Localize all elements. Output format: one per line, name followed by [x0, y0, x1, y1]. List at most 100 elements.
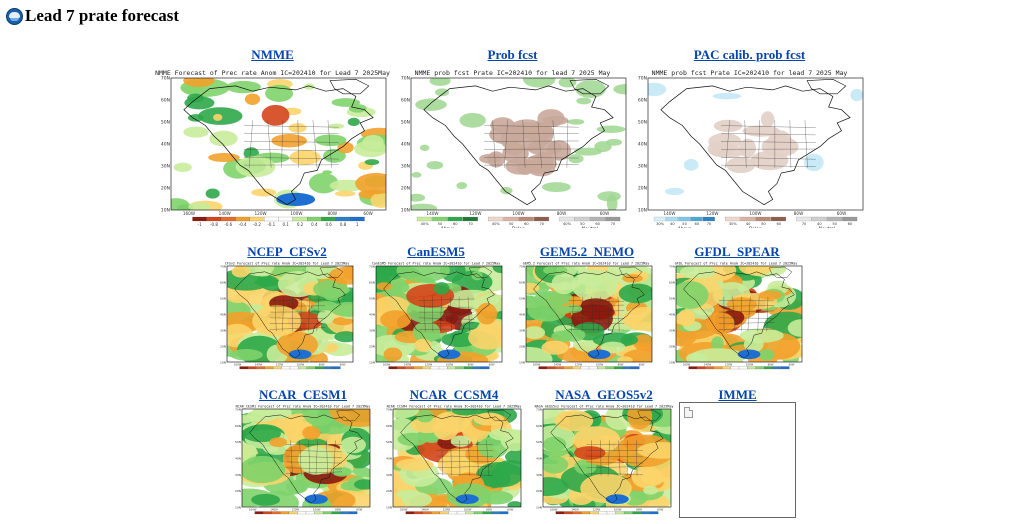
legend-label: 40: [817, 222, 822, 226]
legend-swatch: [413, 366, 423, 370]
legend-swatch: [755, 216, 771, 222]
lat-label: 60N: [519, 281, 525, 285]
lat-label: 60N: [161, 98, 170, 104]
lon-label: 120W: [425, 363, 433, 367]
lon-label: 80W: [319, 363, 325, 367]
plot-ncep-cfsv2[interactable]: CFSv2 Forecast of Prec rate Anom IC=2024…: [217, 260, 357, 372]
plot-caption: CanESM5 Forecast of Prec rate Anom IC=20…: [372, 262, 501, 266]
lon-label: 80W: [328, 211, 337, 216]
link-ncar-cesm1[interactable]: NCAR_CESM1: [258, 387, 348, 402]
lat-label: 70N: [401, 76, 410, 82]
link-ncar-ccsm4[interactable]: NCAR_CCSM4: [409, 387, 499, 402]
link-pac-calib-prob-fcst[interactable]: PAC calib. prob fcst: [693, 47, 806, 62]
lat-label: 10N: [536, 506, 542, 510]
link-nmme[interactable]: NMME: [251, 47, 294, 62]
legend-swatch: [465, 511, 475, 515]
lat-label: 60N: [536, 424, 542, 428]
legend-label: 40: [670, 222, 675, 226]
legend-swatch: [533, 216, 549, 222]
lon-label: 140W: [255, 363, 263, 367]
plot-prob-fcst[interactable]: NMME prob fcst Prate IC=202410 for lead …: [395, 68, 630, 228]
legend-swatch: [666, 216, 679, 222]
plot-pac-calib-prob-fcst[interactable]: NMME prob fcst Prate IC=202410 for lead …: [632, 68, 867, 228]
lon-label: 140W: [571, 508, 579, 512]
lat-label: 40N: [519, 313, 525, 317]
lon-label: 80W: [618, 363, 624, 367]
legend-swatch: [239, 366, 249, 370]
panel-cfsv2: NCEP_CFSv2 CFSv2 Forecast of Prec rate A…: [217, 244, 357, 372]
lon-label: 80W: [794, 211, 803, 216]
panel-nmme: NMME NMME Forecast of Prec rate Anom IC=…: [155, 47, 390, 228]
legend-swatch: [605, 366, 615, 370]
legend-label: 0.2: [297, 222, 304, 227]
legend-label: 70: [707, 222, 712, 226]
lon-label: 60W: [600, 211, 609, 216]
link-ncep-cfsv2[interactable]: NCEP_CFSv2: [247, 244, 327, 259]
lat-label: 60N: [386, 424, 392, 428]
lon-label: 60W: [507, 508, 513, 512]
lon-label: 140W: [404, 363, 412, 367]
lon-label: 120W: [255, 211, 267, 216]
plot-canesm5[interactable]: CanESM5 Forecast of Prec rate Anom IC=20…: [366, 260, 506, 372]
lat-label: 70N: [220, 265, 226, 269]
legend-swatch: [605, 216, 621, 222]
legend-swatch: [249, 216, 265, 222]
lat-label: 10N: [519, 361, 525, 365]
lat-label: 70N: [369, 265, 375, 269]
plot-ncar-ccsm4[interactable]: NCAR_CCSM4 Forecast of Prec rate Anom IC…: [383, 403, 525, 517]
plot-ncar-cesm1[interactable]: NCAR_CESM1 Forecast of Prec rate Anom IC…: [232, 403, 374, 517]
lat-label: 70N: [519, 265, 525, 269]
link-prob-fcst[interactable]: Prob fcst: [487, 47, 538, 62]
plot-nasa-geos5v2[interactable]: NASA GEOS5v2 Forecast of Prec rate Anom …: [533, 403, 675, 517]
lon-label: 80W: [768, 363, 774, 367]
link-nasa-geos5v2[interactable]: NASA_GEOS5v2: [555, 387, 653, 402]
lon-label: 140W: [663, 211, 675, 216]
plot-gem52-nemo[interactable]: GEM5.2 Forecast of Prec rate Anom IC=202…: [516, 260, 656, 372]
legend-swatch: [192, 216, 207, 222]
legend-swatch: [690, 216, 703, 222]
lon-label: 100W: [512, 211, 524, 216]
imme-image-placeholder[interactable]: [679, 402, 796, 518]
legend-swatch: [614, 366, 623, 370]
lat-label: 60N: [235, 424, 241, 428]
legend-swatch: [422, 511, 432, 515]
lat-label: 60N: [369, 281, 375, 285]
legend-group-label: Above: [441, 226, 455, 228]
lon-label: 160W: [234, 363, 242, 367]
lon-label: 120W: [593, 508, 601, 512]
link-gfdl-spear[interactable]: GFDL_SPEAR: [694, 244, 780, 259]
legend-swatch: [221, 216, 236, 222]
legend-label: -0.8: [210, 222, 218, 227]
legend-label: 60: [776, 222, 781, 226]
lon-label: 80W: [486, 508, 492, 512]
lat-label: 40N: [220, 313, 226, 317]
plot-nmme[interactable]: NMME Forecast of Prec rate Anom IC=20241…: [155, 68, 390, 228]
legend-swatch: [263, 511, 272, 515]
lon-label: 60W: [789, 363, 795, 367]
link-gem52-nemo[interactable]: GEM5.2_NEMO: [539, 244, 635, 259]
lon-label: 100W: [313, 508, 321, 512]
lon-label: 160W: [550, 508, 558, 512]
lat-label: 50N: [220, 297, 226, 301]
lat-label: 10N: [161, 208, 170, 214]
legend-label: 0.4: [311, 222, 318, 227]
lon-label: 160W: [383, 363, 391, 367]
legend-swatch: [322, 511, 332, 515]
lat-label: 50N: [536, 440, 542, 444]
lon-label: 100W: [464, 508, 472, 512]
legend-label: -0.1: [267, 222, 275, 227]
legend-label: -0.2: [253, 222, 261, 227]
lon-label: 80W: [335, 508, 341, 512]
lon-label: 160W: [533, 363, 541, 367]
lat-label: 20N: [386, 489, 392, 493]
link-imme[interactable]: IMME: [718, 387, 757, 402]
plot-gfdl-spear[interactable]: GFDL Forecast of Prec rate Anom IC=20241…: [666, 260, 806, 372]
plot-caption: NCAR_CESM1 Forecast of Prec rate Anom IC…: [236, 405, 371, 409]
link-canesm5[interactable]: CanESM5: [407, 244, 465, 259]
legend-swatch: [772, 366, 782, 370]
plot-caption: NMME Forecast of Prec rate Anom IC=20241…: [155, 69, 390, 77]
lat-label: 20N: [235, 489, 241, 493]
legend-swatch: [321, 216, 336, 222]
lat-label: 70N: [669, 265, 675, 269]
legend-swatch: [254, 511, 264, 515]
